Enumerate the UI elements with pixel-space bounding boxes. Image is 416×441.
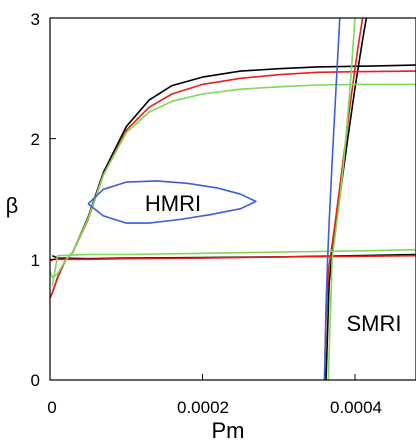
y-tick-label-0: 0: [31, 371, 40, 390]
y-tick-label-1: 1: [31, 251, 40, 270]
series-layer: [50, 18, 416, 380]
series-line-red-lower: [50, 254, 416, 262]
y-tick-label-3: 3: [31, 10, 40, 29]
series-line-green-upper: [50, 83, 416, 279]
series-line-blue-hmri-loop: [87, 180, 257, 224]
x-tick-label-1: 0.0002: [177, 398, 229, 417]
tick-layer: [49, 17, 356, 381]
plot-background: [50, 18, 416, 380]
y-tick-label-2: 2: [31, 130, 40, 149]
x-tick-label-0: 0: [47, 398, 56, 417]
plot-frame: [49, 17, 416, 381]
hmri-annotation: HMRI: [145, 191, 201, 216]
smri-annotation: SMRI: [347, 311, 402, 336]
x-tick-label-2: 0.0004: [330, 398, 382, 417]
series-line-green-smri: [327, 18, 356, 380]
series-line-green-lower: [51, 248, 416, 287]
x-axis-label: Pm: [212, 418, 245, 441]
series-line-blue-smri: [323, 18, 341, 380]
y-axis-label: β: [6, 193, 19, 218]
series-line-red-upper: [50, 70, 416, 299]
series-line-red-smri: [323, 18, 364, 380]
